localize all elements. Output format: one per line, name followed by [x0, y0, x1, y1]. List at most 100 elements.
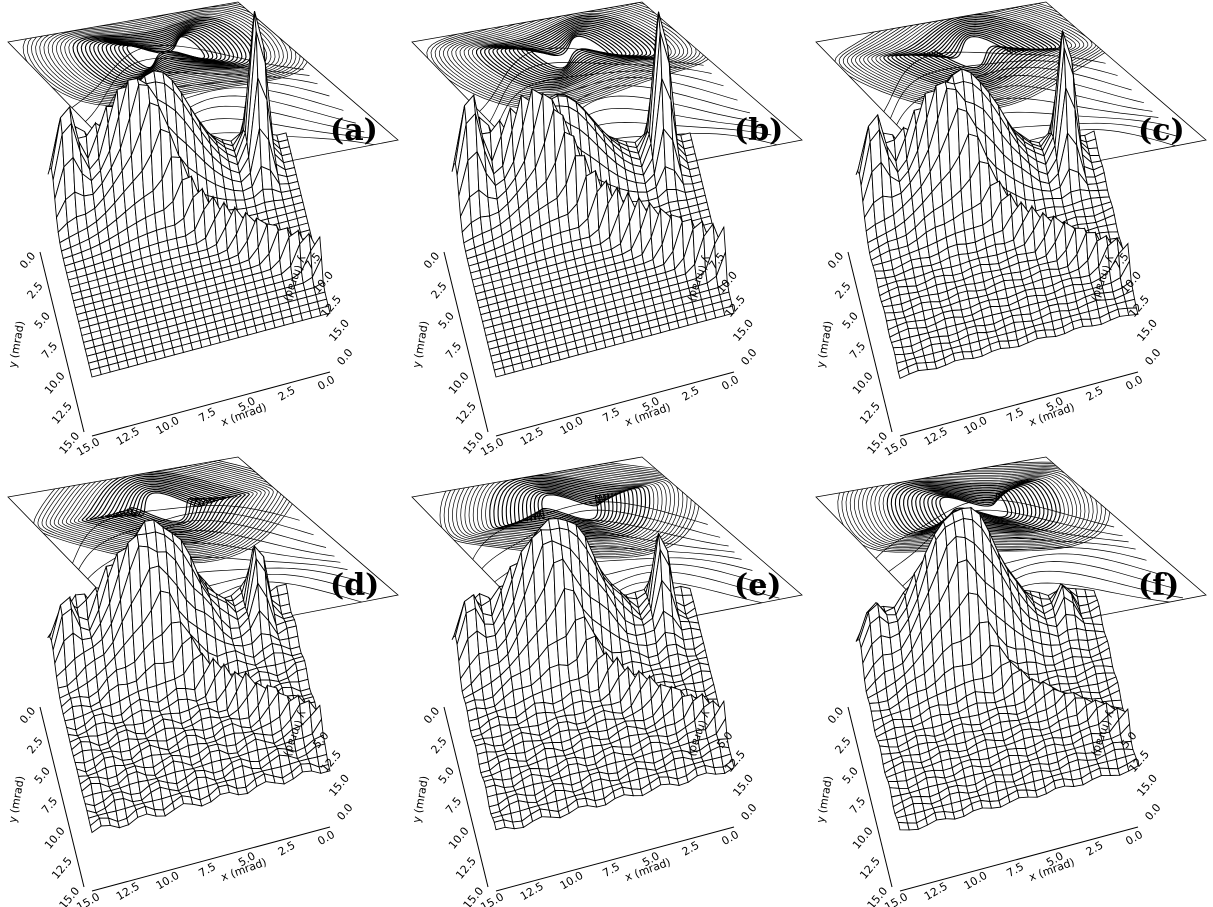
mesh-cell	[665, 167, 676, 190]
y-axis-label: y (mrad)	[6, 320, 27, 369]
right-tick-label: 0.0	[738, 801, 759, 823]
x-tick-label: 0.0	[1123, 828, 1145, 848]
x-tick-label: 7.5	[600, 405, 622, 425]
y-axis-label: y (mrad)	[410, 775, 431, 824]
y-tick-label: 5.0	[840, 310, 861, 332]
mesh-cell	[1104, 666, 1115, 673]
right-tick-label: 0.0	[738, 346, 759, 368]
y-tick-label: 12.5	[857, 855, 883, 882]
y-tick-label: 2.5	[832, 280, 853, 302]
x-tick-label: 0.0	[1123, 373, 1145, 393]
x-tick-label: 2.5	[680, 839, 702, 859]
y-tick-label: 2.5	[24, 735, 45, 757]
x-tick-label: 12.5	[922, 880, 950, 904]
panel: 0.02.55.07.510.012.515.0y (mrad)15.012.5…	[814, 457, 1206, 907]
panel: 0.02.55.07.510.012.515.0y (mrad)15.012.5…	[814, 0, 1206, 459]
x-axis	[496, 827, 734, 891]
panel: 0.02.55.07.510.012.515.0y (mrad)15.012.5…	[6, 451, 398, 907]
y-tick-label: 7.5	[847, 795, 868, 817]
x-tick-label: 7.5	[196, 405, 218, 425]
x-tick-label: 12.5	[114, 880, 142, 904]
x-tick-label: 0.0	[315, 373, 337, 393]
y-tick-label: 12.5	[49, 400, 75, 427]
y-tick-label: 0.0	[17, 250, 38, 272]
y-axis-label: y (mrad)	[814, 320, 835, 369]
y-tick-label: 7.5	[39, 795, 60, 817]
right-tick-label: 0.0	[1142, 346, 1163, 368]
panel-label: (d)	[330, 568, 379, 603]
y-axis-label: y (mrad)	[814, 775, 835, 824]
x-tick-label: 12.5	[518, 425, 546, 449]
y-tick-label: 12.5	[49, 855, 75, 882]
mesh-cell	[1085, 589, 1096, 596]
x-tick-label: 12.5	[518, 880, 546, 904]
y-tick-label: 0.0	[825, 705, 846, 727]
y-tick-label: 0.0	[421, 705, 442, 727]
right-tick-label: 15.0	[326, 772, 352, 799]
y-tick-label: 5.0	[32, 310, 53, 332]
y-axis-label: y (mrad)	[410, 320, 431, 369]
panel: 0.02.55.07.510.012.515.0y (mrad)15.012.5…	[410, 456, 802, 907]
x-tick-label: 7.5	[1004, 860, 1026, 880]
y-tick-label: 0.0	[421, 250, 442, 272]
y-tick-label: 5.0	[32, 765, 53, 787]
x-tick-label: 0.0	[719, 828, 741, 848]
x-tick-label: 10.0	[154, 414, 182, 438]
x-tick-label: 0.0	[315, 828, 337, 848]
y-tick-label: 5.0	[840, 765, 861, 787]
y-tick-label: 12.5	[453, 400, 479, 427]
x-tick-label: 2.5	[1084, 839, 1106, 859]
panel-label: (e)	[734, 568, 781, 603]
y-tick-label: 0.0	[17, 705, 38, 727]
x-tick-label: 10.0	[154, 869, 182, 893]
y-tick-label: 7.5	[847, 340, 868, 362]
panel: 0.02.55.07.510.012.515.0y (mrad)15.012.5…	[6, 0, 398, 459]
x-tick-label: 10.0	[962, 869, 990, 893]
y-axis-label: y (mrad)	[6, 775, 27, 824]
x-axis	[92, 827, 330, 891]
x-axis	[900, 372, 1138, 436]
x-tick-label: 2.5	[276, 384, 298, 404]
x-tick-label: 10.0	[962, 414, 990, 438]
x-tick-label: 7.5	[1004, 405, 1026, 425]
y-tick-label: 10.0	[850, 370, 876, 397]
y-tick-label: 2.5	[24, 280, 45, 302]
right-tick-label: 15.0	[326, 317, 352, 344]
x-axis	[496, 372, 734, 436]
y-tick-label: 2.5	[428, 735, 449, 757]
y-tick-label: 10.0	[42, 370, 68, 397]
x-tick-label: 2.5	[1084, 384, 1106, 404]
panel-label: (f)	[1138, 568, 1179, 603]
y-tick-label: 5.0	[436, 765, 457, 787]
y-tick-label: 10.0	[850, 825, 876, 852]
y-tick-label: 0.0	[825, 250, 846, 272]
right-tick-label: 15.0	[1134, 317, 1160, 344]
x-axis	[92, 372, 330, 436]
right-tick-label: 0.0	[334, 346, 355, 368]
right-tick-label: 15.0	[1134, 772, 1160, 799]
y-tick-label: 12.5	[453, 855, 479, 882]
right-tick-label: 15.0	[730, 317, 756, 344]
right-tick-label: 0.0	[334, 801, 355, 823]
x-tick-label: 7.5	[196, 860, 218, 880]
x-tick-label: 12.5	[114, 425, 142, 449]
y-tick-label: 10.0	[446, 370, 472, 397]
x-tick-label: 7.5	[600, 860, 622, 880]
y-tick-label: 12.5	[857, 400, 883, 427]
x-tick-label: 10.0	[558, 869, 586, 893]
panel-label: (a)	[330, 113, 378, 148]
x-tick-label: 2.5	[680, 384, 702, 404]
x-tick-label: 12.5	[922, 425, 950, 449]
x-tick-label: 10.0	[558, 414, 586, 438]
mesh-cell	[1107, 224, 1118, 232]
panel: 0.02.55.07.510.012.515.0y (mrad)15.012.5…	[410, 0, 802, 459]
right-tick-label: 0.0	[1142, 801, 1163, 823]
mesh-cell	[1088, 148, 1099, 156]
y-tick-label: 10.0	[446, 825, 472, 852]
y-tick-label: 2.5	[428, 280, 449, 302]
y-tick-label: 7.5	[443, 340, 464, 362]
y-tick-label: 7.5	[39, 340, 60, 362]
figure: 0.0 2.5 5.0 7.5 10.0 12.5 15.0 y (mrad) 15.0 12.5…	[0, 0, 1213, 907]
x-tick-label: 2.5	[276, 839, 298, 859]
right-tick-label: 15.0	[730, 772, 756, 799]
